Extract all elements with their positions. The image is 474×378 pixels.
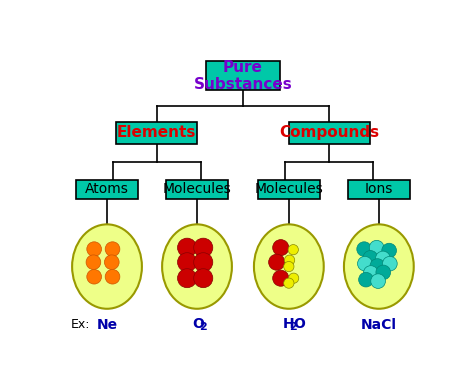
Ellipse shape (269, 254, 285, 270)
Ellipse shape (284, 278, 294, 288)
Ellipse shape (363, 251, 378, 265)
Ellipse shape (289, 273, 299, 284)
Ellipse shape (72, 225, 142, 309)
Ellipse shape (178, 253, 197, 272)
Text: O: O (293, 317, 306, 331)
Ellipse shape (359, 273, 374, 287)
Text: 2: 2 (200, 322, 207, 332)
FancyBboxPatch shape (116, 122, 197, 144)
Ellipse shape (357, 242, 372, 256)
Text: Pure
Substances: Pure Substances (193, 60, 292, 92)
FancyBboxPatch shape (206, 61, 280, 90)
FancyBboxPatch shape (76, 180, 138, 199)
Ellipse shape (382, 243, 396, 258)
Ellipse shape (376, 265, 391, 280)
Text: NaCl: NaCl (361, 318, 397, 332)
Ellipse shape (273, 270, 289, 286)
Text: Elements: Elements (117, 125, 196, 140)
FancyBboxPatch shape (289, 122, 370, 144)
Ellipse shape (87, 270, 101, 284)
Text: Molecules: Molecules (163, 183, 231, 197)
FancyBboxPatch shape (166, 180, 228, 199)
Ellipse shape (178, 269, 197, 288)
Ellipse shape (254, 225, 324, 309)
Ellipse shape (273, 240, 289, 256)
Text: 2: 2 (289, 322, 297, 332)
Ellipse shape (370, 259, 385, 273)
Ellipse shape (105, 270, 120, 284)
FancyBboxPatch shape (347, 180, 410, 199)
Ellipse shape (371, 274, 385, 288)
Text: Atoms: Atoms (85, 183, 129, 197)
Ellipse shape (86, 255, 101, 270)
Ellipse shape (383, 256, 397, 271)
Ellipse shape (178, 238, 197, 257)
Ellipse shape (364, 266, 378, 280)
Text: Ions: Ions (365, 183, 393, 197)
Ellipse shape (369, 240, 384, 255)
Text: Ex:: Ex: (70, 318, 90, 331)
Ellipse shape (194, 238, 213, 257)
Ellipse shape (357, 256, 372, 271)
Ellipse shape (344, 225, 414, 309)
Ellipse shape (162, 225, 232, 309)
Ellipse shape (284, 255, 295, 265)
Text: O: O (192, 317, 204, 331)
FancyBboxPatch shape (258, 180, 320, 199)
Text: H: H (283, 317, 294, 331)
Ellipse shape (194, 269, 213, 288)
Ellipse shape (104, 255, 119, 270)
Ellipse shape (288, 245, 299, 255)
Ellipse shape (105, 242, 120, 256)
Ellipse shape (194, 253, 213, 272)
Text: Molecules: Molecules (255, 183, 323, 197)
Text: Compounds: Compounds (279, 125, 379, 140)
Ellipse shape (284, 262, 294, 272)
Text: Ne: Ne (96, 318, 118, 332)
Ellipse shape (87, 242, 101, 256)
Ellipse shape (375, 251, 390, 266)
